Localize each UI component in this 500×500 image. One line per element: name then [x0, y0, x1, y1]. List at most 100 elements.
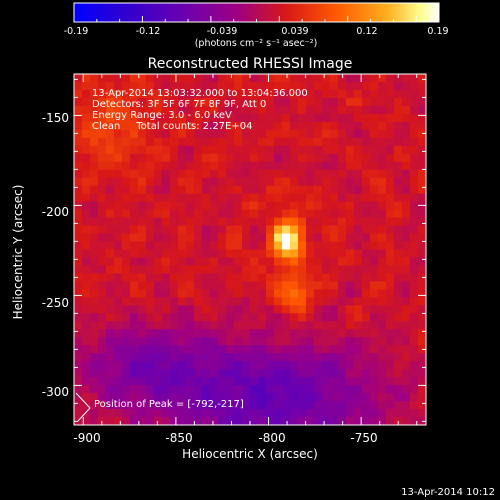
image-pixel: [410, 217, 419, 227]
image-pixel: [106, 153, 115, 163]
image-pixel: [274, 113, 283, 123]
image-pixel: [338, 409, 347, 418]
image-pixel: [90, 225, 99, 235]
image-pixel: [170, 145, 179, 155]
image-pixel: [314, 369, 323, 378]
image-pixel: [402, 241, 411, 251]
image-pixel: [98, 225, 107, 235]
image-pixel: [370, 401, 379, 410]
image-pixel: [202, 137, 211, 147]
image-pixel: [178, 177, 187, 187]
image-pixel: [138, 369, 147, 378]
image-pixel: [250, 89, 259, 99]
image-pixel: [194, 281, 203, 290]
image-pixel: [170, 257, 179, 267]
image-pixel: [314, 321, 323, 330]
image-pixel: [250, 393, 259, 402]
image-pixel: [402, 257, 411, 267]
image-pixel: [114, 193, 123, 203]
image-pixel: [394, 369, 403, 378]
image-pixel: [202, 225, 211, 235]
image-pixel: [338, 385, 347, 394]
image-pixel: [322, 201, 331, 211]
image-pixel: [234, 401, 243, 410]
image-pixel: [82, 113, 91, 123]
image-pixel: [410, 233, 419, 243]
image-pixel: [362, 265, 371, 275]
image-pixel: [322, 89, 331, 99]
image-pixel: [394, 217, 403, 227]
image-pixel: [298, 129, 307, 139]
image-pixel: [274, 401, 283, 410]
image-pixel: [146, 145, 155, 155]
image-pixel: [98, 393, 107, 402]
image-pixel: [82, 273, 91, 283]
image-pixel: [338, 241, 347, 251]
image-pixel: [306, 161, 315, 171]
image-pixel: [114, 209, 123, 219]
image-pixel: [202, 369, 211, 378]
image-pixel: [186, 121, 195, 131]
image-pixel: [298, 137, 307, 147]
image-pixel: [410, 345, 419, 354]
image-pixel: [306, 393, 315, 402]
image-pixel: [250, 233, 259, 243]
image-pixel: [266, 145, 275, 155]
image-pixel: [138, 113, 147, 123]
image-pixel: [106, 353, 115, 362]
image-pixel: [418, 377, 426, 386]
image-pixel: [178, 345, 187, 354]
image-pixel: [154, 361, 163, 370]
image-pixel: [402, 81, 411, 91]
image-pixel: [178, 185, 187, 195]
image-pixel: [410, 81, 419, 91]
image-pixel: [130, 305, 139, 314]
image-pixel: [234, 337, 243, 346]
image-pixel: [386, 225, 395, 235]
image-pixel: [362, 361, 371, 370]
image-pixel: [178, 385, 187, 394]
image-pixel: [306, 385, 315, 394]
image-pixel: [378, 89, 387, 99]
image-pixel: [282, 185, 291, 195]
image-pixel: [290, 353, 299, 362]
image-pixel: [178, 145, 187, 155]
image-pixel: [290, 377, 299, 386]
image-pixel: [282, 313, 291, 322]
image-pixel: [218, 345, 227, 354]
image-pixel: [338, 369, 347, 378]
image-pixel: [266, 329, 275, 338]
image-pixel: [330, 393, 339, 402]
image-pixel: [290, 281, 299, 290]
image-pixel: [242, 217, 251, 227]
image-pixel: [138, 273, 147, 283]
image-pixel: [370, 241, 379, 251]
image-pixel: [298, 201, 307, 211]
image-pixel: [146, 113, 155, 123]
image-pixel: [90, 345, 99, 354]
image-pixel: [330, 105, 339, 115]
image-pixel: [282, 161, 291, 171]
image-pixel: [90, 393, 99, 402]
image-pixel: [274, 321, 283, 330]
image-pixel: [346, 393, 355, 402]
image-pixel: [146, 161, 155, 171]
image-pixel: [346, 225, 355, 235]
image-pixel: [82, 345, 91, 354]
image-pixel: [402, 74, 411, 83]
image-pixel: [362, 121, 371, 131]
image-pixel: [234, 217, 243, 227]
image-pixel: [162, 113, 171, 123]
image-pixel: [338, 353, 347, 362]
image-pixel: [290, 297, 299, 306]
image-pixel: [90, 129, 99, 139]
image-pixel: [410, 225, 419, 235]
image-pixel: [242, 305, 251, 314]
image-pixel: [162, 129, 171, 139]
image-pixel: [346, 377, 355, 386]
image-pixel: [314, 169, 323, 179]
image-pixel: [210, 74, 219, 83]
image-pixel: [274, 289, 283, 298]
image-pixel: [410, 361, 419, 370]
image-pixel: [154, 193, 163, 203]
